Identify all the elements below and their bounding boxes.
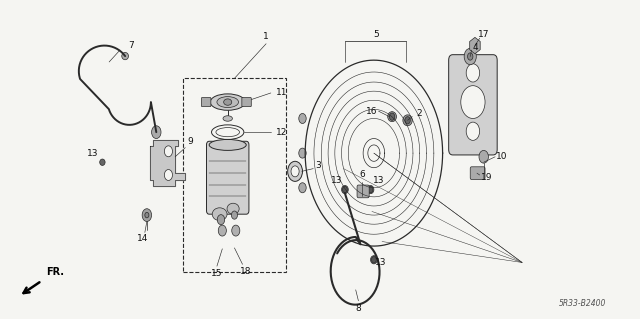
Text: 13: 13 (373, 176, 385, 185)
Circle shape (218, 225, 227, 236)
Circle shape (372, 256, 376, 263)
Text: 14: 14 (137, 234, 148, 243)
Text: 5: 5 (373, 30, 379, 39)
Circle shape (468, 53, 473, 60)
Circle shape (389, 113, 395, 120)
Circle shape (164, 146, 172, 157)
Ellipse shape (223, 99, 232, 105)
Text: 17: 17 (478, 30, 490, 39)
Circle shape (299, 148, 306, 158)
Ellipse shape (210, 94, 245, 110)
Text: 15: 15 (211, 269, 223, 278)
Ellipse shape (217, 97, 239, 108)
FancyBboxPatch shape (449, 55, 497, 155)
Text: 13: 13 (331, 176, 342, 185)
Text: 9: 9 (187, 137, 193, 146)
Circle shape (466, 64, 479, 82)
Circle shape (164, 169, 172, 181)
Ellipse shape (100, 159, 105, 166)
Text: 3: 3 (315, 161, 321, 170)
Ellipse shape (227, 203, 239, 214)
Text: 7: 7 (129, 41, 134, 50)
Circle shape (299, 183, 306, 193)
Ellipse shape (388, 112, 396, 122)
Ellipse shape (209, 139, 246, 150)
Circle shape (217, 215, 225, 225)
Ellipse shape (212, 208, 227, 220)
Text: 8: 8 (356, 304, 361, 313)
FancyBboxPatch shape (470, 167, 485, 180)
Circle shape (232, 225, 240, 236)
Ellipse shape (403, 115, 412, 126)
Text: 11: 11 (276, 88, 287, 98)
Bar (183, 78, 285, 271)
Circle shape (464, 48, 476, 65)
Text: FR.: FR. (46, 267, 64, 277)
Circle shape (152, 126, 161, 138)
Text: 4: 4 (472, 43, 477, 52)
Circle shape (232, 211, 237, 219)
Text: 19: 19 (481, 173, 492, 182)
Polygon shape (150, 140, 184, 186)
Text: 5R33-B2400: 5R33-B2400 (559, 299, 606, 308)
Circle shape (405, 117, 410, 124)
FancyBboxPatch shape (357, 185, 369, 198)
Ellipse shape (342, 185, 348, 194)
Ellipse shape (367, 185, 374, 194)
Text: 16: 16 (366, 107, 378, 116)
Ellipse shape (287, 161, 303, 182)
Circle shape (299, 114, 306, 123)
Ellipse shape (122, 52, 129, 60)
Text: 13: 13 (375, 258, 387, 267)
Circle shape (479, 150, 488, 163)
Text: 18: 18 (240, 267, 252, 276)
FancyBboxPatch shape (242, 98, 252, 107)
Ellipse shape (371, 256, 377, 264)
Circle shape (466, 122, 479, 140)
FancyBboxPatch shape (207, 141, 249, 214)
Ellipse shape (223, 116, 232, 121)
Text: 13: 13 (87, 149, 99, 158)
Circle shape (461, 86, 485, 118)
Text: 2: 2 (416, 109, 422, 118)
FancyBboxPatch shape (202, 98, 211, 107)
Text: 12: 12 (276, 128, 287, 137)
Ellipse shape (291, 166, 299, 177)
Circle shape (145, 212, 149, 218)
Circle shape (142, 209, 152, 221)
Circle shape (342, 186, 348, 193)
Circle shape (368, 186, 373, 193)
Text: 1: 1 (263, 32, 269, 41)
Text: 10: 10 (496, 152, 508, 161)
Text: 6: 6 (360, 170, 365, 180)
